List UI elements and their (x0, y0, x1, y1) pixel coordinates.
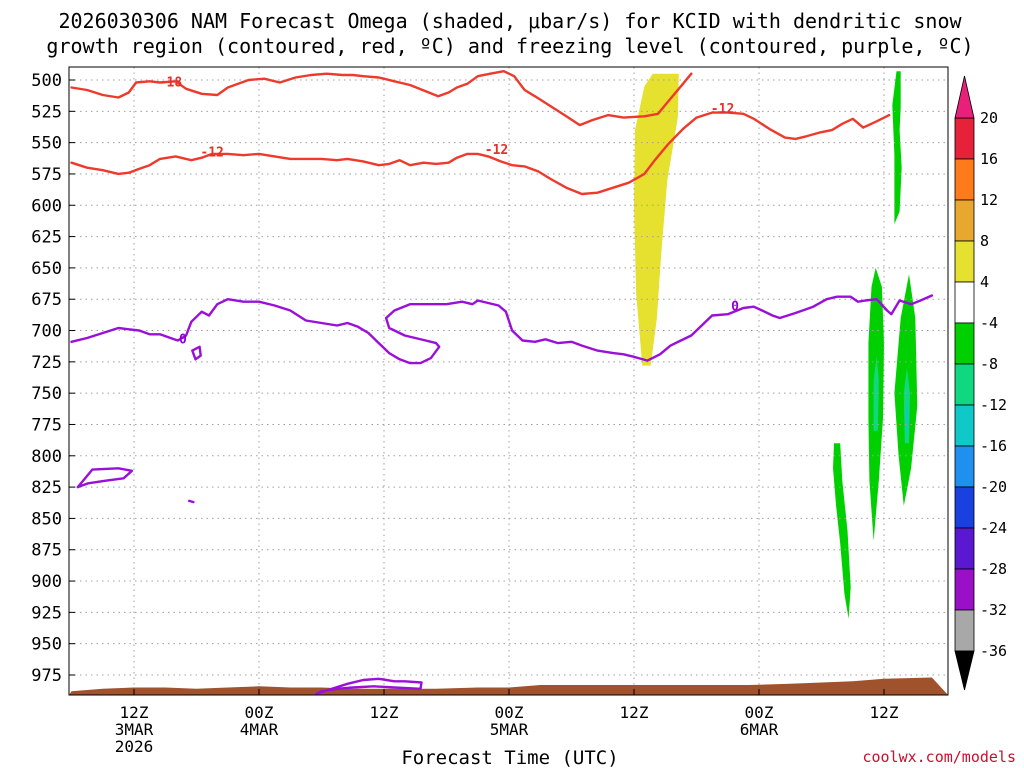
ytick-label-725: 725 (31, 353, 62, 373)
chart-title-line-1: 2026030306 NAM Forecast Omega (shaded, μ… (58, 9, 962, 33)
ytick-label-800: 800 (31, 447, 62, 467)
colorbar-band-7 (954, 404, 975, 447)
x-axis-label: Forecast Time (UTC) (401, 747, 618, 768)
colorbar-band-8 (954, 445, 975, 488)
colorbar-band-10 (954, 527, 975, 570)
terrain-fill (69, 677, 948, 695)
ytick-label-950: 950 (31, 635, 62, 655)
xtick-label-57-0: 12Z (620, 703, 649, 722)
xtick-label-69-0: 00Z (745, 703, 774, 722)
colorbar-tick-8: 8 (980, 232, 989, 250)
contour-label-5: 0 (731, 300, 739, 315)
colorbar-tick--24: -24 (980, 519, 1007, 537)
colorbar-band-9 (954, 486, 975, 529)
colorbar-band-5 (954, 322, 975, 365)
watermark: coolwx.com/models (862, 748, 1016, 766)
omega-region-1 (892, 71, 902, 225)
colorbar-tick-20: 20 (980, 109, 998, 127)
colorbar-band-1 (954, 158, 975, 201)
omega-region-5 (873, 355, 879, 431)
colorbar-band-12 (954, 609, 975, 652)
xtick-label-21-1: 4MAR (240, 720, 279, 739)
ytick-label-675: 675 (31, 290, 62, 310)
xtick-label-9-1: 3MAR (115, 720, 154, 739)
contour-freezing_dot (188, 499, 195, 504)
xtick-label-45-1: 5MAR (490, 720, 529, 739)
colorbar-tick--36: -36 (980, 642, 1007, 660)
ytick-label-900: 900 (31, 572, 62, 592)
colorbar-tick--12: -12 (980, 396, 1007, 414)
ytick-label-525: 525 (31, 102, 62, 122)
contour-dgz_minus18 (70, 70, 693, 127)
ytick-label-875: 875 (31, 541, 62, 561)
contour-label-1: -12 (200, 146, 223, 161)
xtick-label-45-0: 00Z (495, 703, 524, 722)
colorbar: 20 16 12 8 4 -4 -8 -12 -16 -20 -24 -28 -32 -36 (954, 75, 1007, 691)
contour-freezing_main (70, 294, 934, 365)
colorbar-tick--28: -28 (980, 560, 1007, 578)
colorbar-tick--4: -4 (980, 314, 998, 332)
colorbar-bottom-arrow (954, 650, 975, 691)
colorbar-band-3 (954, 240, 975, 283)
terrain (69, 677, 948, 695)
ytick-label-700: 700 (31, 322, 62, 342)
contour-freezing_low_loop (76, 467, 134, 489)
colorbar-band-0 (954, 117, 975, 160)
ytick-label-850: 850 (31, 509, 62, 529)
colorbar-band-4 (954, 281, 975, 324)
contour-freezing_isle (191, 345, 202, 361)
ytick-label-625: 625 (31, 228, 62, 248)
colorbar-band-6 (954, 363, 975, 406)
ytick-label-650: 650 (31, 259, 62, 279)
colorbar-tick--20: -20 (980, 478, 1007, 496)
ytick-label-750: 750 (31, 384, 62, 404)
gridlines (69, 67, 948, 695)
colorbar-tick--16: -16 (980, 437, 1007, 455)
colorbar-band-11 (954, 568, 975, 611)
contour-freezing_sfc (315, 677, 423, 695)
contour-label-3: -12 (711, 102, 734, 117)
ytick-label-500: 500 (31, 71, 62, 91)
contour-label-4: 0 (179, 332, 187, 347)
contour-label-0: -18 (159, 76, 183, 91)
contour-dgz_minus12a (70, 111, 891, 196)
chart-title-line-2: growth region (contoured, red, ºC) and f… (46, 34, 973, 58)
colorbar-tick-16: 16 (980, 150, 998, 168)
xtick-label-9-2: 2026 (115, 737, 154, 756)
xtick-label-81-0: 12Z (870, 703, 899, 722)
ytick-label-975: 975 (31, 666, 62, 686)
ytick-label-925: 925 (31, 603, 62, 623)
colorbar-tick--32: -32 (980, 601, 1007, 619)
ytick-label-550: 550 (31, 134, 62, 154)
xtick-label-69-1: 6MAR (740, 720, 779, 739)
ytick-label-600: 600 (31, 196, 62, 216)
xtick-label-9-0: 12Z (120, 703, 149, 722)
colorbar-tick-4: 4 (980, 273, 989, 291)
contour-label-2: -12 (485, 143, 508, 158)
xtick-label-21-0: 00Z (245, 703, 274, 722)
ytick-label-775: 775 (31, 415, 62, 435)
colorbar-tick-12: 12 (980, 191, 998, 209)
omega-region-7 (905, 399, 909, 437)
contour-labels: -18 -12 -12 -12 0 0 (159, 76, 739, 348)
colorbar-tick--8: -8 (980, 355, 998, 373)
colorbar-top-arrow (954, 75, 975, 119)
colorbar-band-2 (954, 199, 975, 242)
ytick-label-825: 825 (31, 478, 62, 498)
contour-lines (70, 70, 934, 695)
omega-region-4 (833, 443, 851, 619)
ytick-label-575: 575 (31, 165, 62, 185)
y-axis: 500 525 550 575 600 625 650 675 700 725 750 775 800 8… (31, 71, 75, 686)
xtick-label-33-0: 12Z (370, 703, 399, 722)
